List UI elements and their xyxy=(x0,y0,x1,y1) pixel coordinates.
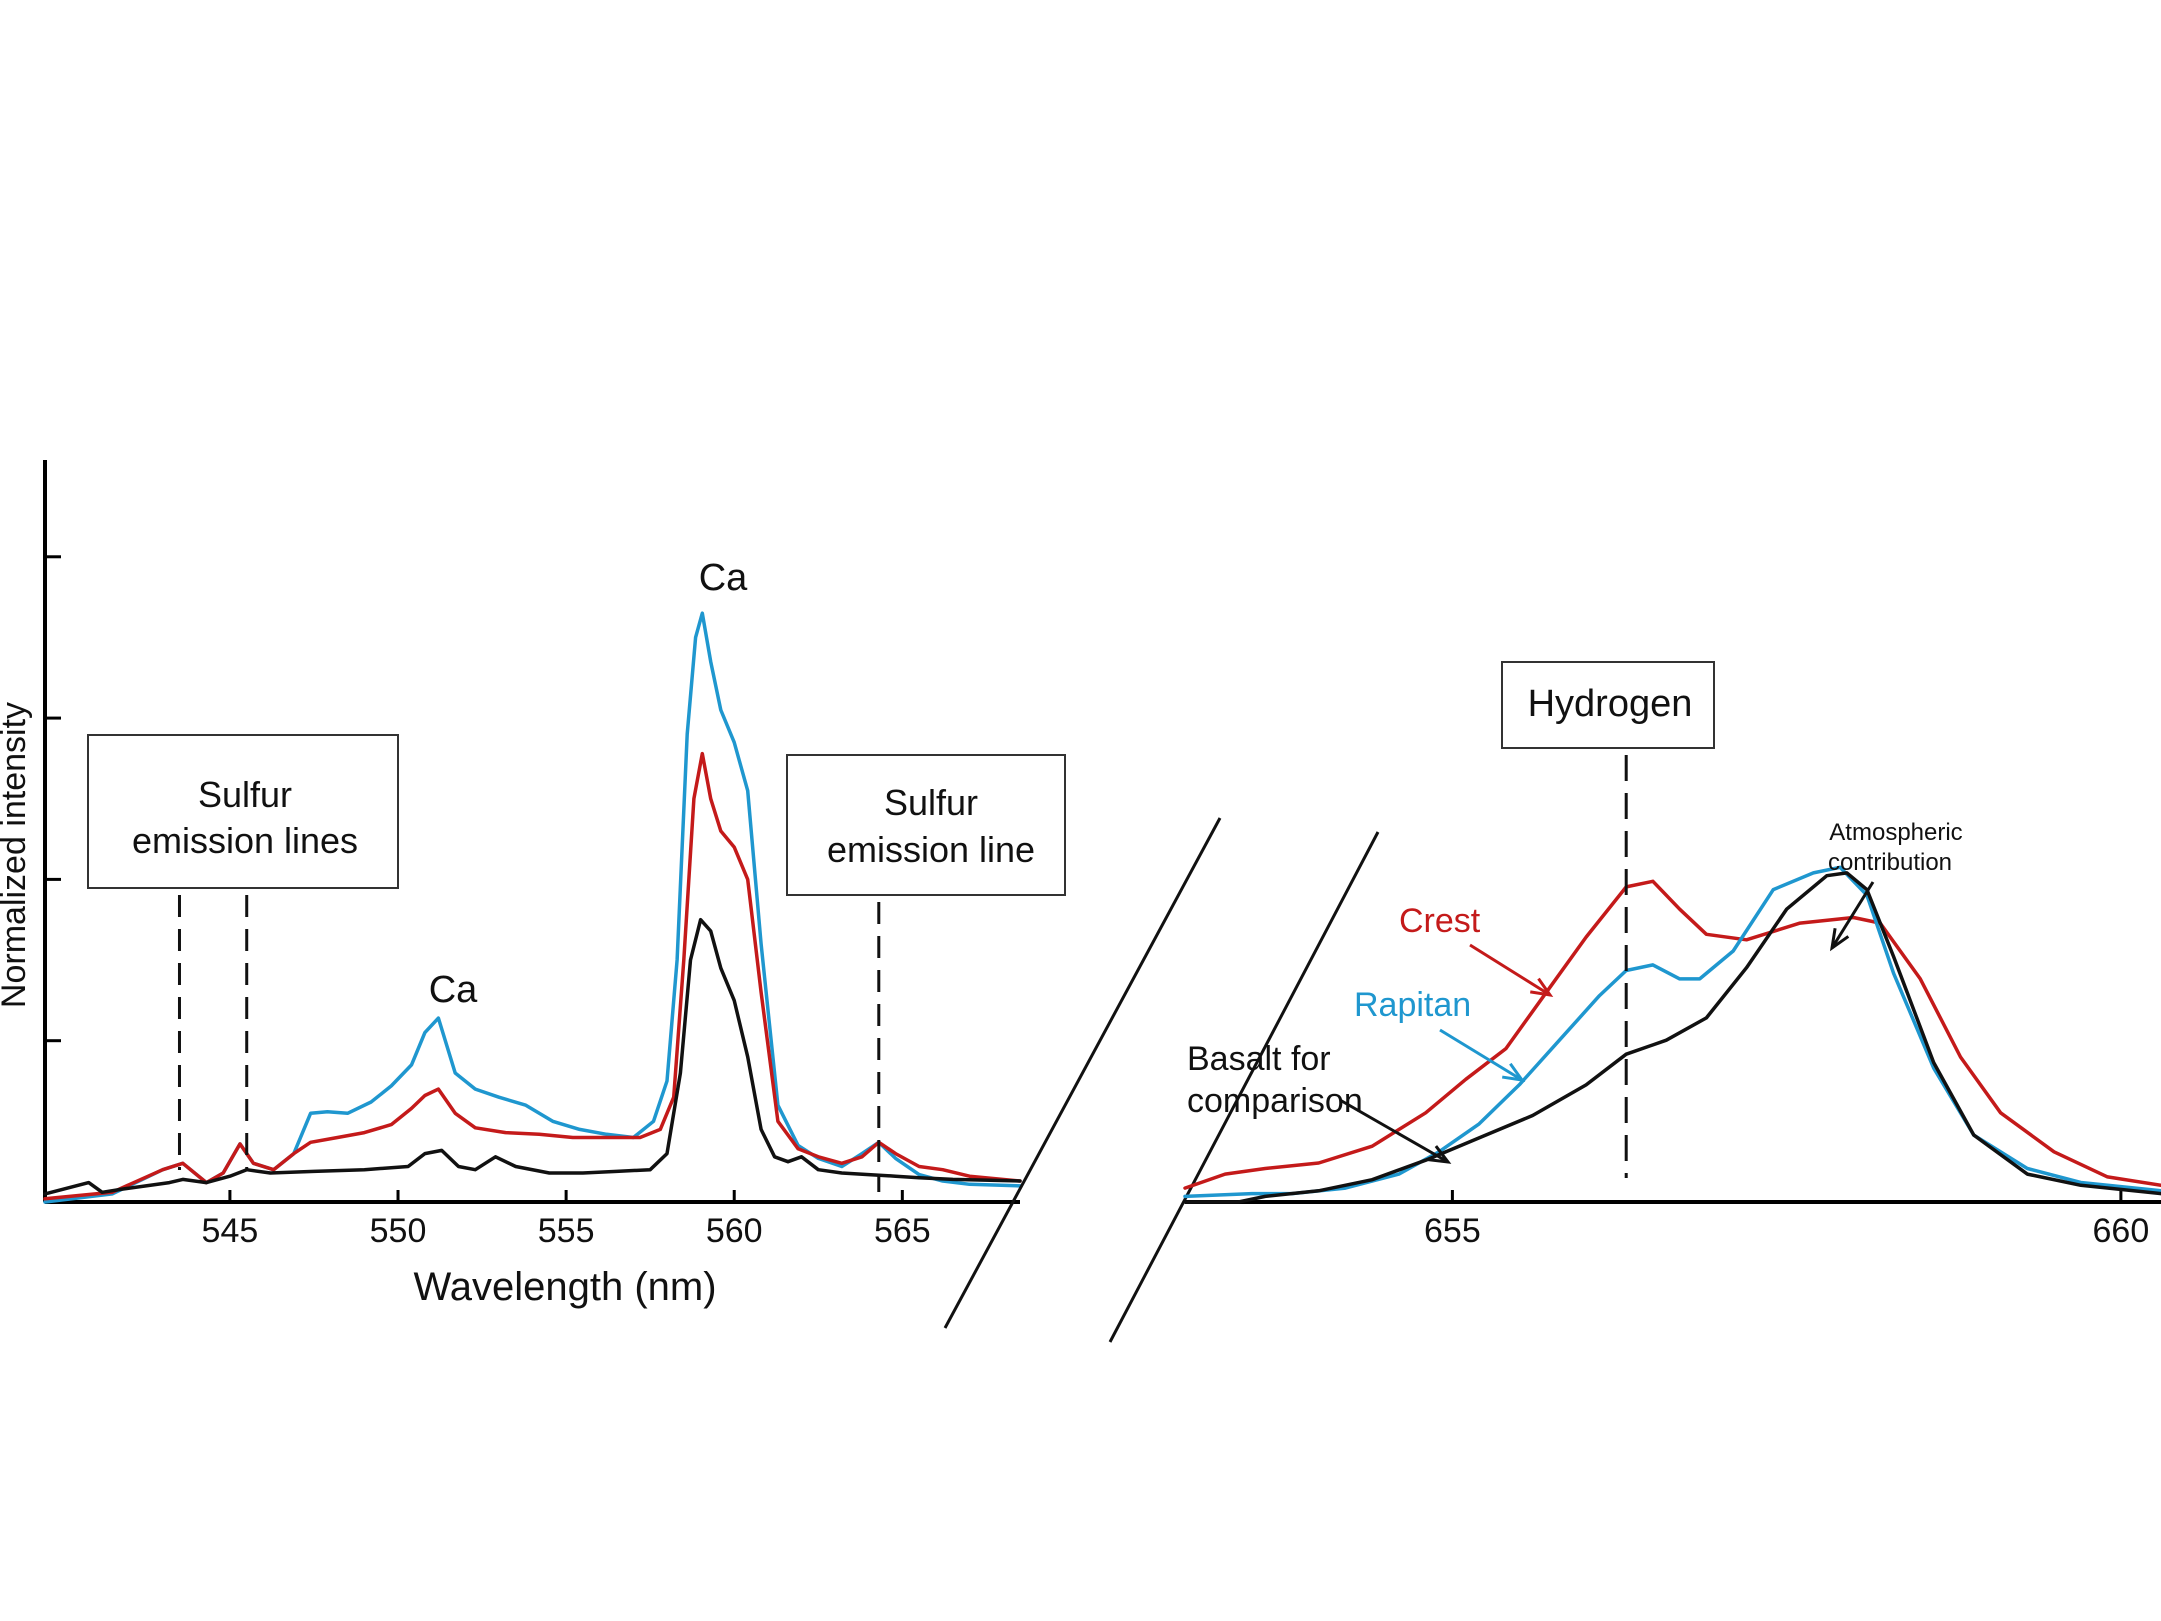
sulfur-lines-box-line2: emission lines xyxy=(132,820,358,861)
rapitan-arrow xyxy=(1439,1028,1523,1082)
ca-label-small: Ca xyxy=(429,969,478,1011)
right-series-crest xyxy=(1183,879,2161,1190)
hydrogen-label: Hydrogen xyxy=(1528,683,1693,725)
sulfur-lines-box-line1: Sulfur xyxy=(198,774,292,815)
sulfur-line-box-line1: Sulfur xyxy=(884,782,978,823)
sulfur-line-box-line2: emission line xyxy=(827,829,1035,870)
crest-arrow xyxy=(1469,943,1551,997)
left-series-rapitan xyxy=(43,611,1022,1204)
atmospheric-arrow xyxy=(1830,881,1875,949)
basalt-arrow xyxy=(1339,1098,1449,1164)
ca-label-large: Ca xyxy=(699,557,748,599)
left-series-crest xyxy=(43,751,1022,1201)
basalt-arrow-head xyxy=(1427,1145,1452,1164)
left-x-tick-label-4: 565 xyxy=(874,1212,931,1250)
left-series xyxy=(43,611,1022,1204)
crest-arrow-head xyxy=(1530,977,1554,998)
right-series xyxy=(1183,865,2161,1204)
atmospheric-arrow-head xyxy=(1829,928,1850,952)
legend-basalt-line1: Basalt for xyxy=(1187,1040,1331,1078)
right-x-tick-label-1: 660 xyxy=(2093,1212,2150,1250)
left-y-axis-label: Normalized intensity xyxy=(0,702,33,1008)
sulfur-line-box: Sulfur emission line xyxy=(786,754,1066,896)
left-x-tick-label-2: 555 xyxy=(538,1212,595,1250)
atmospheric-label-line1: Atmospheric xyxy=(1829,819,1962,846)
right-axes: 655 660 xyxy=(1185,1190,2161,1250)
left-markers xyxy=(177,895,881,1192)
right-x-tick-label-0: 655 xyxy=(1424,1212,1481,1250)
sulfur-lines-box: Sulfur emission lines xyxy=(87,734,399,889)
left-x-axis-label: Wavelength (nm) xyxy=(413,1265,716,1309)
legend-basalt-line2: comparison xyxy=(1187,1082,1363,1120)
rapitan-arrow-head xyxy=(1501,1062,1526,1083)
left-panel: 545 550 555 560 565 Wavelength (nm) Normaliz… xyxy=(0,460,1066,1309)
left-x-tick-label-3: 560 xyxy=(706,1212,763,1250)
left-x-tick-label-0: 545 xyxy=(202,1212,259,1250)
left-x-tick-label-1: 550 xyxy=(370,1212,427,1250)
annotation-arrows xyxy=(1339,881,1875,1164)
left-series-basalt xyxy=(43,917,1022,1196)
axis-break-marks xyxy=(943,817,1380,1343)
axis-break-right xyxy=(1108,831,1380,1343)
right-panel: 655 660 Hydrogen Crest Rapitan Basalt for… xyxy=(1183,661,2161,1250)
axis-break-left xyxy=(943,817,1222,1329)
right-series-basalt xyxy=(1183,871,2161,1204)
left-axes: 545 550 555 560 565 xyxy=(43,460,1020,1250)
legend-rapitan: Rapitan xyxy=(1354,986,1471,1024)
atmospheric-label-line2: contribution xyxy=(1828,849,1952,876)
right-series-rapitan xyxy=(1183,865,2161,1199)
hydrogen-box: Hydrogen xyxy=(1501,661,1715,749)
legend-crest: Crest xyxy=(1399,902,1481,940)
